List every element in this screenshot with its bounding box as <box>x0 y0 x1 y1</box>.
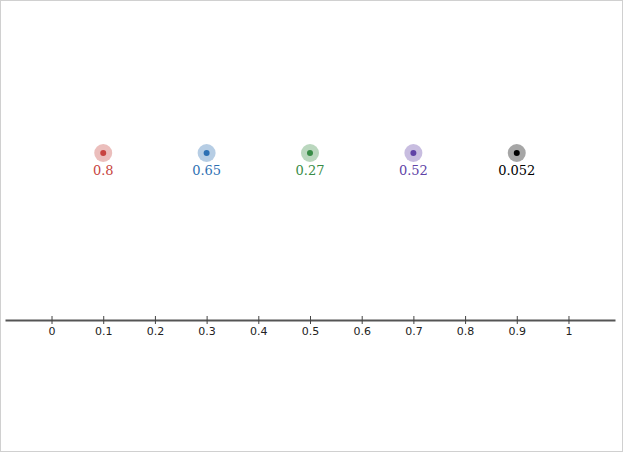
tick: 0.4 <box>250 316 268 338</box>
point-halo[interactable] <box>508 144 526 162</box>
tick-label: 0.7 <box>405 325 423 338</box>
point[interactable] <box>94 144 112 162</box>
tick: 0.5 <box>302 316 320 338</box>
tick-mark <box>568 316 569 324</box>
point-dot[interactable] <box>100 150 106 156</box>
tick-label: 0.1 <box>95 325 113 338</box>
tick-label: 0.8 <box>457 325 475 338</box>
tick-mark <box>413 316 414 324</box>
tick: 1 <box>565 316 572 338</box>
point-halo[interactable] <box>301 144 319 162</box>
x-axis: 0 0.1 0.2 0.3 0.4 0.5 0.6 0.7 0.8 0.9 1 <box>6 316 616 338</box>
chart: 0 0.1 0.2 0.3 0.4 0.5 0.6 0.7 0.8 0.9 1 0.8 0.65 0.27… <box>0 0 623 452</box>
tick-label: 0.9 <box>509 325 527 338</box>
point[interactable] <box>301 144 319 162</box>
tick-mark <box>465 316 466 324</box>
point-label: 0.52 <box>399 163 428 178</box>
tick-mark <box>517 316 518 324</box>
tick: 0.1 <box>95 316 113 338</box>
tick-label: 1 <box>565 325 572 338</box>
point[interactable] <box>198 144 216 162</box>
points <box>94 144 526 162</box>
tick: 0.3 <box>198 316 216 338</box>
frame <box>1 1 623 452</box>
tick-mark <box>258 316 259 324</box>
tick-mark <box>52 316 53 324</box>
tick: 0.2 <box>147 316 165 338</box>
tick: 0.9 <box>509 316 527 338</box>
tick-label: 0 <box>49 325 56 338</box>
tick-mark <box>362 316 363 324</box>
tick-mark <box>207 316 208 324</box>
point-halo[interactable] <box>404 144 422 162</box>
tick-label: 0.5 <box>302 325 320 338</box>
tick: 0.7 <box>405 316 423 338</box>
point-label: 0.8 <box>93 163 114 178</box>
tick: 0.6 <box>353 316 371 338</box>
point-labels: 0.8 0.65 0.27 0.52 0.052 <box>93 163 536 178</box>
tick-label: 0.2 <box>147 325 165 338</box>
point-halo[interactable] <box>198 144 216 162</box>
tick-label: 0.4 <box>250 325 268 338</box>
point[interactable] <box>508 144 526 162</box>
point-dot[interactable] <box>410 150 416 156</box>
point[interactable] <box>404 144 422 162</box>
tick-mark <box>103 316 104 324</box>
tick-mark <box>310 316 311 324</box>
tick-mark <box>155 316 156 324</box>
tick-label: 0.6 <box>353 325 371 338</box>
point-label: 0.65 <box>192 163 221 178</box>
point-dot[interactable] <box>307 150 313 156</box>
tick: 0.8 <box>457 316 475 338</box>
tick-label: 0.3 <box>198 325 216 338</box>
point-dot[interactable] <box>204 150 210 156</box>
point-label: 0.27 <box>296 163 325 178</box>
point-label: 0.052 <box>498 163 535 178</box>
tick: 0 <box>49 316 56 338</box>
point-halo[interactable] <box>94 144 112 162</box>
point-dot[interactable] <box>514 150 520 156</box>
